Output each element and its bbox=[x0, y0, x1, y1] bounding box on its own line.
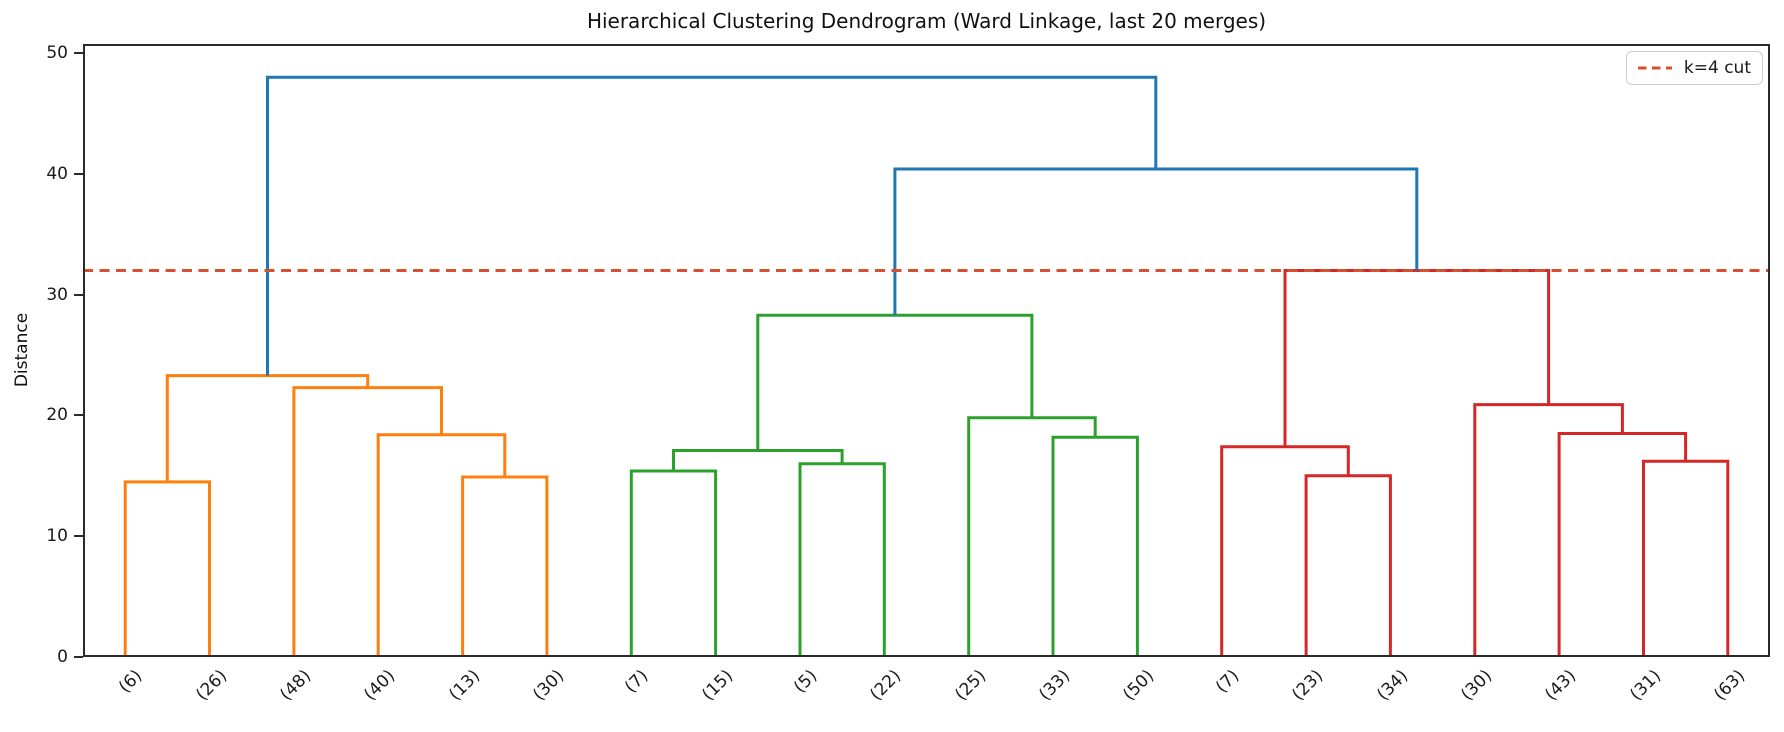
merge-link-M2 bbox=[461, 475, 549, 657]
y-tick-label-30: 30 bbox=[46, 284, 68, 305]
y-tick-label-50: 50 bbox=[46, 43, 68, 64]
x-leaf-label-11: (33) bbox=[1035, 666, 1075, 705]
merge-link-M11 bbox=[756, 313, 1034, 451]
merge-link-M12 bbox=[1304, 474, 1392, 657]
chart-title: Hierarchical Clustering Dendrogram (Ward… bbox=[586, 9, 1267, 33]
x-leaf-label-1: (26) bbox=[191, 666, 231, 705]
merge-link-M6 bbox=[629, 469, 718, 657]
x-leaf-label-0: (6) bbox=[115, 666, 147, 698]
x-leaf-label-5: (30) bbox=[529, 666, 569, 705]
x-leaf-label-18: (31) bbox=[1625, 666, 1665, 705]
merge-link-M16 bbox=[1473, 403, 1624, 657]
legend-dash-icon bbox=[1637, 66, 1672, 70]
x-leaf-label-2: (48) bbox=[276, 666, 316, 705]
y-tick-mark-0 bbox=[74, 656, 83, 658]
merge-link-M8 bbox=[672, 449, 844, 471]
legend-label: k=4 cut bbox=[1683, 58, 1751, 78]
x-leaf-label-14: (23) bbox=[1288, 666, 1328, 705]
legend: k=4 cut bbox=[1625, 51, 1763, 85]
x-leaf-label-15: (34) bbox=[1372, 666, 1412, 705]
merge-link-M10 bbox=[967, 416, 1097, 657]
y-tick-mark-40 bbox=[74, 172, 83, 175]
y-tick-label-40: 40 bbox=[46, 163, 68, 184]
merge-link-M13 bbox=[1220, 445, 1350, 657]
y-tick-mark-50 bbox=[74, 52, 83, 55]
axes-spines bbox=[83, 44, 1770, 657]
merge-link-M17 bbox=[1283, 269, 1551, 447]
merge-link-M4 bbox=[292, 386, 443, 657]
x-leaf-label-3: (40) bbox=[360, 666, 400, 705]
x-leaf-label-13: (7) bbox=[1211, 666, 1243, 698]
y-axis-label: Distance bbox=[12, 312, 32, 388]
merge-link-M1 bbox=[123, 480, 211, 657]
y-tick-label-20: 20 bbox=[46, 405, 68, 426]
x-leaf-label-12: (50) bbox=[1119, 666, 1159, 705]
y-tick-label-10: 10 bbox=[46, 526, 68, 547]
merge-link-M5 bbox=[165, 374, 370, 482]
merge-link-M19 bbox=[266, 75, 1158, 376]
plot-area: k=4 cut bbox=[83, 44, 1770, 657]
x-leaf-label-4: (13) bbox=[444, 666, 484, 705]
x-leaf-label-7: (15) bbox=[697, 666, 737, 705]
x-leaf-label-6: (7) bbox=[621, 666, 653, 698]
x-leaf-label-9: (22) bbox=[866, 666, 906, 705]
merge-link-M14 bbox=[1642, 459, 1730, 657]
y-tick-mark-30 bbox=[74, 293, 83, 296]
y-tick-mark-10 bbox=[74, 535, 83, 538]
merge-link-M15 bbox=[1557, 432, 1688, 657]
dendrogram-svg bbox=[83, 44, 1770, 657]
merge-link-M7 bbox=[798, 462, 886, 657]
y-tick-label-0: 0 bbox=[57, 647, 68, 667]
x-leaf-label-17: (43) bbox=[1541, 666, 1581, 705]
y-tick-mark-20 bbox=[74, 414, 83, 417]
x-leaf-label-8: (5) bbox=[789, 666, 822, 698]
merge-link-M3 bbox=[376, 433, 507, 657]
merge-link-M9 bbox=[1051, 435, 1139, 657]
merge-link-M18 bbox=[893, 167, 1419, 316]
x-leaf-label-10: (25) bbox=[951, 666, 990, 705]
x-leaf-label-19: (63) bbox=[1710, 666, 1749, 705]
x-leaf-label-16: (30) bbox=[1457, 666, 1496, 705]
